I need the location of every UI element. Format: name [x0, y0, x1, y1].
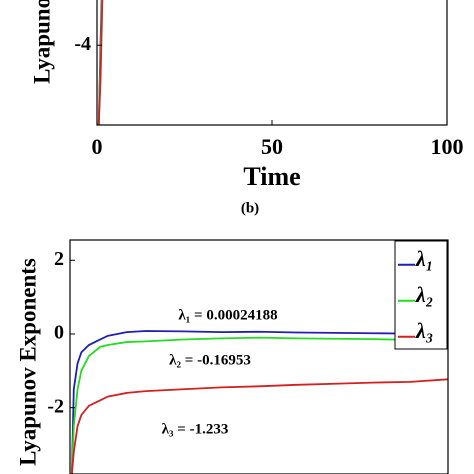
series-line — [70, 330, 449, 474]
series-line — [70, 378, 449, 474]
caption: (b) — [241, 200, 259, 216]
x-tick-label: 50 — [261, 134, 283, 159]
plot-frame — [69, 239, 449, 474]
plot-frame — [96, 0, 448, 126]
legend-box — [394, 240, 448, 350]
y-tick-label: 0 — [54, 322, 64, 344]
annotation: λ₂ = -0.16953 — [169, 352, 251, 368]
y-tick-label: 2 — [54, 248, 64, 270]
legend-label: λ₃ — [415, 318, 433, 343]
y-tick-label: -2 — [47, 395, 64, 417]
x-tick-label: 0 — [92, 134, 103, 159]
y-tick-label: -4 — [74, 33, 91, 55]
series-line — [97, 0, 104, 126]
legend-label: λ₁ — [415, 246, 433, 271]
y-axis-label: Lyapunov Exponents — [29, 0, 54, 84]
annotation: λ₃ = -1.233 — [162, 421, 229, 437]
y-axis-label: Lyapunov Exponents — [15, 258, 40, 466]
x-axis-label: Time — [243, 162, 300, 191]
x-tick-label: 100 — [431, 134, 464, 159]
annotation: λ₁ = 0.00024188 — [178, 307, 277, 323]
series-line — [70, 336, 449, 474]
legend-label: λ₂ — [415, 282, 433, 307]
